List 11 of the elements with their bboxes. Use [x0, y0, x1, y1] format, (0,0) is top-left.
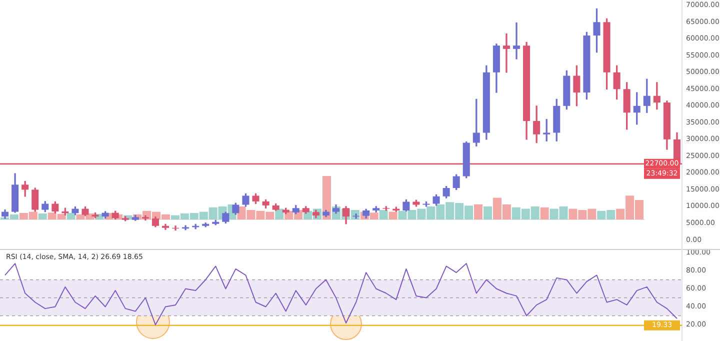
candlestick	[502, 34, 510, 73]
bar	[540, 207, 549, 220]
candlestick	[513, 22, 520, 60]
bar	[483, 206, 492, 220]
bar	[38, 213, 47, 220]
bar	[379, 210, 388, 220]
bar	[66, 213, 76, 220]
bar	[322, 176, 331, 220]
candlestick	[653, 82, 660, 110]
bar	[474, 204, 483, 220]
bar	[388, 212, 398, 220]
